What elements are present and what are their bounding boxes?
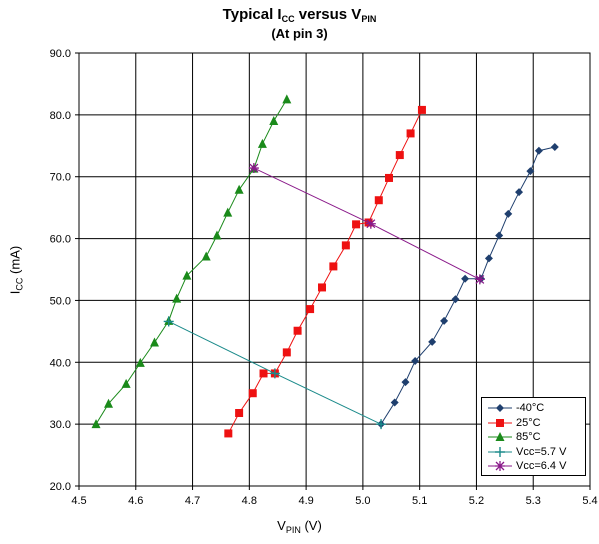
data-point-series-2 xyxy=(282,348,291,357)
legend-label: 25°C xyxy=(516,416,541,429)
data-point-series-1 xyxy=(461,274,470,283)
y-tick-label: 60.0 xyxy=(50,234,71,246)
data-point-series-1 xyxy=(550,143,559,152)
data-point-series-1 xyxy=(401,378,410,387)
x-tick-label: 5.0 xyxy=(355,495,370,507)
legend-marker xyxy=(495,461,505,472)
legend-label: 85°C xyxy=(516,431,541,444)
data-point-series-3 xyxy=(212,230,222,240)
y-tick-label: 70.0 xyxy=(50,172,71,184)
data-point-series-1 xyxy=(534,146,543,155)
x-tick-label: 4.9 xyxy=(298,495,313,507)
data-point-series-2 xyxy=(306,305,315,314)
legend-swatch xyxy=(488,404,512,413)
data-point-series-4 xyxy=(163,316,174,327)
data-point-series-2 xyxy=(395,151,404,160)
data-point-series-1 xyxy=(411,357,420,366)
data-point-series-3 xyxy=(104,398,114,408)
data-point-series-1 xyxy=(515,188,524,197)
data-point-series-3 xyxy=(91,419,101,429)
data-point-series-5 xyxy=(365,218,376,229)
data-point-series-2 xyxy=(248,389,257,398)
data-point-series-3 xyxy=(257,138,267,148)
legend-label: -40°C xyxy=(516,402,545,415)
data-point-series-2 xyxy=(374,196,383,205)
data-point-series-1 xyxy=(428,337,437,346)
data-point-series-1 xyxy=(495,231,504,240)
legend-label: Vcc=5.7 V xyxy=(516,445,567,458)
data-point-series-1 xyxy=(484,254,493,263)
data-point-series-3 xyxy=(234,184,244,194)
data-point-series-2 xyxy=(385,173,394,182)
legend-entry: 25°C xyxy=(486,416,581,431)
data-point-series-3 xyxy=(282,94,292,104)
data-point-series-2 xyxy=(417,105,426,114)
y-tick-label: 20.0 xyxy=(50,481,71,493)
y-tick-label: 50.0 xyxy=(50,295,71,307)
data-point-series-2 xyxy=(406,129,415,138)
x-tick-label: 4.6 xyxy=(128,495,143,507)
y-tick-label: 30.0 xyxy=(50,419,71,431)
x-tick-label: 4.7 xyxy=(185,495,200,507)
x-tick-label: 5.4 xyxy=(582,495,597,507)
y-tick-label: 90.0 xyxy=(50,48,71,60)
data-point-series-1 xyxy=(440,316,449,325)
data-point-series-2 xyxy=(318,283,327,292)
data-point-series-3 xyxy=(172,293,182,303)
data-point-series-1 xyxy=(504,209,513,218)
data-point-series-3 xyxy=(150,337,160,347)
data-point-series-2 xyxy=(259,369,268,378)
legend-swatch xyxy=(488,432,512,442)
plot-border xyxy=(78,52,591,487)
data-point-series-4 xyxy=(376,419,387,430)
data-point-series-3 xyxy=(135,357,145,367)
legend-entry: 85°C xyxy=(486,430,581,445)
data-point-series-1 xyxy=(390,398,399,407)
legend-entry: -40°C xyxy=(486,401,581,416)
series-line-3 xyxy=(95,99,288,425)
data-point-series-2 xyxy=(293,326,302,335)
data-point-series-2 xyxy=(235,409,244,418)
legend-swatch xyxy=(488,446,512,457)
y-tick-label: 80.0 xyxy=(50,110,71,122)
x-tick-label: 5.1 xyxy=(412,495,427,507)
data-point-series-4 xyxy=(269,368,280,379)
chart-subtitle: (At pin 3) xyxy=(271,26,328,41)
x-tick-label: 4.5 xyxy=(71,495,86,507)
data-point-series-2 xyxy=(352,220,361,229)
data-point-series-2 xyxy=(224,429,233,438)
x-tick-label: 5.3 xyxy=(526,495,541,507)
data-point-series-3 xyxy=(121,378,131,388)
data-point-series-2 xyxy=(341,241,350,250)
x-axis-label: VPIN (V) xyxy=(277,518,322,535)
y-tick-label: 40.0 xyxy=(50,357,71,369)
legend-label: Vcc=6.4 V xyxy=(516,460,567,473)
data-point-series-2 xyxy=(329,262,338,271)
legend-swatch xyxy=(488,461,512,472)
legend-marker xyxy=(496,418,504,427)
legend-marker xyxy=(495,446,505,457)
data-point-series-3 xyxy=(269,116,279,126)
legend-swatch xyxy=(488,418,512,427)
legend-marker xyxy=(496,404,504,413)
data-point-series-3 xyxy=(182,270,192,280)
x-tick-label: 5.2 xyxy=(469,495,484,507)
series-line-1 xyxy=(380,146,555,425)
legend-entry: Vcc=5.7 V xyxy=(486,445,581,460)
data-point-series-5 xyxy=(248,163,259,174)
data-point-series-1 xyxy=(451,295,460,304)
chart-title: Typical ICC versus VPIN xyxy=(222,6,377,24)
chart-legend: -40°C 25°C 85°C Vcc=5.7 V Vcc=6.4 V xyxy=(481,397,586,476)
data-point-series-3 xyxy=(223,207,233,217)
legend-marker xyxy=(495,432,505,442)
data-point-series-1 xyxy=(526,167,535,176)
data-point-series-5 xyxy=(474,274,485,285)
legend-entry: Vcc=6.4 V xyxy=(486,459,581,474)
data-point-series-3 xyxy=(201,251,211,261)
x-tick-label: 4.8 xyxy=(242,495,257,507)
